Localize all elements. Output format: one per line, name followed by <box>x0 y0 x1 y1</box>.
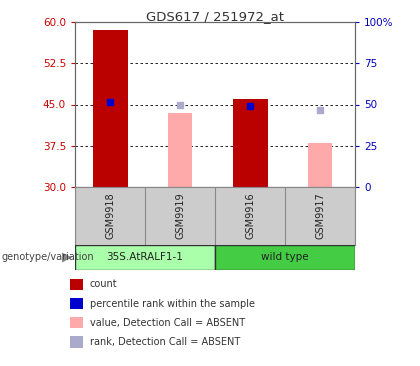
Text: genotype/variation: genotype/variation <box>2 253 94 262</box>
Bar <box>70 279 83 290</box>
Bar <box>70 336 83 348</box>
Text: 35S.AtRALF1-1: 35S.AtRALF1-1 <box>107 253 184 262</box>
Bar <box>233 99 268 187</box>
Text: GSM9918: GSM9918 <box>105 193 115 239</box>
Bar <box>75 245 215 270</box>
Bar <box>70 317 83 328</box>
Text: value, Detection Call = ABSENT: value, Detection Call = ABSENT <box>90 318 245 328</box>
Bar <box>92 30 128 187</box>
Bar <box>308 143 332 187</box>
Bar <box>70 298 83 309</box>
Text: GSM9917: GSM9917 <box>315 193 325 239</box>
Bar <box>168 113 192 187</box>
Text: GSM9919: GSM9919 <box>175 193 185 239</box>
Text: wild type: wild type <box>261 253 309 262</box>
Text: count: count <box>90 279 118 290</box>
Text: GDS617 / 251972_at: GDS617 / 251972_at <box>146 10 284 23</box>
Bar <box>215 245 355 270</box>
Text: percentile rank within the sample: percentile rank within the sample <box>90 299 255 309</box>
Polygon shape <box>62 253 72 262</box>
Text: rank, Detection Call = ABSENT: rank, Detection Call = ABSENT <box>90 337 240 347</box>
Text: GSM9916: GSM9916 <box>245 193 255 239</box>
